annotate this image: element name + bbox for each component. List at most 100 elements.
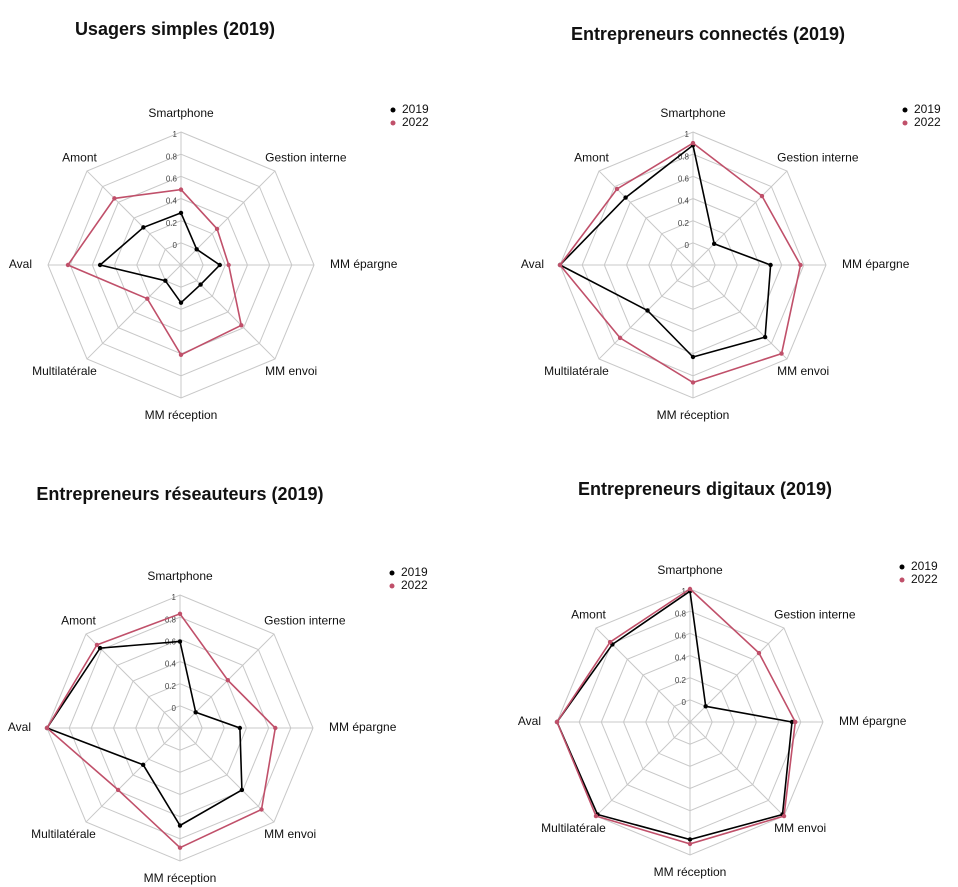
data-point — [178, 352, 184, 357]
tick-label: 0.8 — [675, 609, 687, 618]
series-line — [98, 211, 222, 304]
data-point — [177, 611, 183, 617]
category-label: Amont — [62, 150, 97, 164]
data-point — [756, 650, 762, 656]
data-point — [177, 845, 183, 850]
category-label: MM épargne — [329, 720, 397, 734]
data-point — [273, 725, 278, 731]
category-label: MM envoi — [265, 364, 317, 378]
data-point — [645, 308, 650, 313]
tick-label: 0.8 — [165, 615, 177, 624]
tick-label: 0.6 — [166, 174, 178, 183]
data-point — [141, 225, 146, 230]
legend-swatch — [389, 583, 395, 589]
tick-label: 0.4 — [675, 654, 687, 663]
data-point — [94, 642, 100, 648]
tick-label: 0.8 — [166, 152, 178, 161]
tick-label: 0.4 — [165, 660, 177, 669]
category-label: MM épargne — [330, 257, 398, 271]
category-label: Aval — [518, 714, 541, 728]
data-point — [690, 380, 696, 385]
category-label: MM envoi — [264, 827, 316, 841]
series-line — [66, 188, 243, 356]
tick-label: 1 — [172, 593, 177, 602]
category-label: Amont — [61, 613, 96, 627]
data-point — [194, 247, 199, 252]
data-point — [65, 262, 71, 268]
data-point — [711, 241, 717, 247]
data-point — [44, 725, 50, 731]
data-point — [239, 787, 245, 793]
data-point — [687, 841, 693, 847]
data-point — [198, 282, 203, 287]
spoke — [86, 170, 182, 266]
tick-label: 0 — [685, 241, 690, 250]
data-point — [178, 210, 184, 216]
data-point — [798, 262, 803, 268]
tick-label: 0 — [682, 698, 687, 707]
legend-label: 2022 — [911, 572, 938, 586]
legend-label: 2022 — [914, 115, 941, 129]
spoke — [598, 170, 694, 266]
legend-label: 2019 — [911, 559, 938, 573]
category-label: Amont — [571, 607, 606, 621]
data-point — [781, 813, 787, 819]
category-label: Smartphone — [148, 106, 214, 120]
spoke — [595, 721, 691, 817]
data-point — [617, 335, 623, 341]
tick-label: 0.2 — [166, 219, 178, 228]
radar-chart: Usagers simples (2019) 0 0.2 0.4 0.6 0.8 1 Smar… — [9, 19, 429, 422]
data-point — [225, 677, 231, 683]
spoke — [689, 721, 785, 817]
data-point — [226, 262, 231, 268]
category-label: Smartphone — [657, 563, 723, 577]
legend-swatch — [390, 107, 396, 113]
category-label: Multilatérale — [32, 364, 97, 378]
tick-label: 1 — [173, 130, 178, 139]
legend-swatch — [389, 570, 395, 576]
category-label: Smartphone — [147, 569, 213, 583]
category-label: Gestion interne — [264, 613, 346, 627]
category-label: Smartphone — [660, 106, 726, 120]
data-point — [217, 262, 222, 268]
data-point — [614, 186, 620, 192]
tick-label: 0.6 — [678, 174, 690, 183]
data-point — [193, 710, 198, 715]
tick-label: 0.6 — [675, 631, 687, 640]
category-label: MM épargne — [839, 714, 907, 728]
data-point — [793, 719, 798, 725]
spoke — [692, 264, 788, 360]
legend-swatch — [902, 107, 908, 113]
series-line — [556, 589, 793, 841]
spoke — [180, 264, 276, 360]
legend-label: 2019 — [401, 565, 428, 579]
radar-chart: Entrepreneurs connectés (2019) 0 0.2 0.4 0.6… — [521, 24, 941, 422]
category-label: Aval — [8, 720, 31, 734]
tick-label: 0.2 — [675, 676, 687, 685]
category-label: MM envoi — [777, 364, 829, 378]
data-point — [768, 262, 773, 268]
data-point — [779, 351, 784, 356]
series-line — [45, 612, 277, 849]
category-label: Amont — [574, 150, 609, 164]
data-point — [97, 262, 103, 268]
data-point — [115, 787, 121, 793]
data-point — [789, 719, 795, 725]
tick-label: 1 — [682, 587, 687, 596]
category-label: Gestion interne — [777, 150, 859, 164]
spoke — [85, 727, 181, 823]
tick-label: 0 — [172, 704, 177, 713]
data-point — [178, 300, 184, 305]
data-point — [97, 645, 103, 651]
spoke — [692, 170, 788, 266]
spoke — [85, 633, 181, 729]
category-label: Gestion interne — [774, 607, 856, 621]
data-point — [259, 807, 264, 812]
tick-label: 0.2 — [165, 682, 177, 691]
data-point — [762, 334, 768, 340]
spoke — [180, 170, 276, 266]
data-point — [623, 195, 628, 200]
spoke — [179, 727, 275, 823]
data-point — [690, 354, 696, 360]
